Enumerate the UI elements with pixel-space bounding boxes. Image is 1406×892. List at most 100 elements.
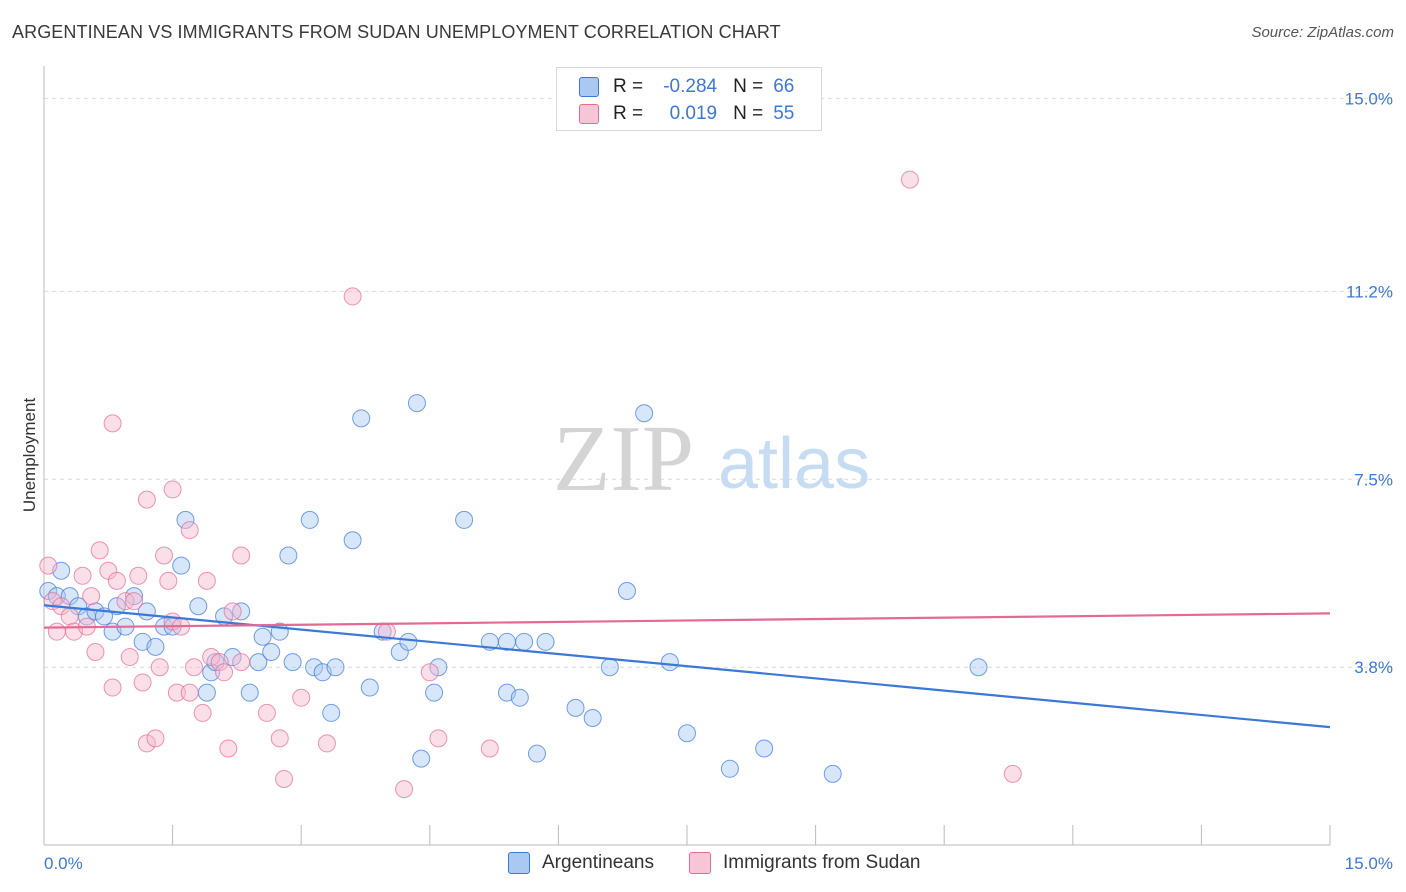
argentinean-point (823, 764, 842, 783)
argentinean-point (360, 678, 379, 697)
legend-n-label: N = (733, 103, 764, 124)
argentinean-point (300, 510, 319, 529)
argentinean-point (146, 637, 165, 656)
y-tick-label: 11.2% (1346, 282, 1393, 301)
argentinean-point (283, 653, 302, 672)
series-swatch-blue (508, 852, 530, 874)
legend-r-label: R = (613, 76, 644, 97)
legend-r-value: -0.284 (663, 76, 718, 97)
sudan-point (275, 769, 294, 788)
sudan-point (1003, 764, 1022, 783)
stats-legend: R = -0.284 N = 66 R = 0.019 N = 55 (556, 67, 822, 131)
legend-swatch-blue (579, 77, 599, 97)
y-tick-labels: 15.0% 11.2% 7.5% 3.8% (1345, 89, 1393, 677)
series-legend-argentineans[interactable]: Argentineans (508, 852, 654, 874)
argentinean-point (660, 653, 679, 672)
argentinean-point (197, 683, 216, 702)
argentinean-point (720, 759, 739, 778)
legend-swatch-pink (579, 104, 599, 124)
sudan-point (129, 566, 148, 585)
axes (43, 66, 1331, 846)
legend-row-argentineans: R = -0.284 N = 66 (579, 76, 794, 98)
series-legend-label: Immigrants from Sudan (723, 852, 921, 873)
argentinean-point (566, 698, 585, 717)
series-legend-sudan[interactable]: Immigrants from Sudan (689, 852, 920, 874)
argentinean-point (412, 749, 431, 768)
sudan-point (137, 734, 156, 753)
sudan-point (223, 602, 242, 621)
argentinean-point (527, 744, 546, 763)
argentinean-point (240, 683, 259, 702)
series-legend-label: Argentineans (542, 852, 654, 873)
sudan-point (150, 658, 169, 677)
x-tick-label: 0.0% (44, 854, 83, 873)
sudan-point (90, 541, 109, 560)
sudan-point (395, 780, 414, 799)
sudan-point (103, 414, 122, 433)
sudan-point (133, 673, 152, 692)
argentinean-point (172, 556, 191, 575)
legend-row-sudan: R = 0.019 N = 55 (579, 103, 794, 125)
sudan-point (210, 653, 229, 672)
sudan-point (137, 490, 156, 509)
argentinean-point (455, 510, 474, 529)
argentinean-point (343, 531, 362, 550)
series-swatch-pink (689, 852, 711, 874)
sudan-point (215, 663, 234, 682)
sudan-point (185, 658, 204, 677)
sudan-point (180, 521, 199, 540)
trend-lines (43, 604, 1331, 729)
argentinean-point (969, 658, 988, 677)
argentinean-point (407, 394, 426, 413)
argentinean-point (326, 658, 345, 677)
sudan-point (155, 546, 174, 565)
watermark: ZIP atlas (553, 407, 870, 511)
sudan-point (125, 592, 144, 611)
argentinean-point (536, 632, 555, 651)
sudan-point (420, 663, 439, 682)
argentinean-point (322, 703, 341, 722)
sudan-point (120, 648, 139, 667)
argentinean-point (515, 632, 534, 651)
sudan-point (343, 287, 362, 306)
argentinean-point (279, 546, 298, 565)
y-tick-label: 15.0% (1345, 89, 1393, 108)
x-tick-label: 15.0% (1345, 854, 1393, 873)
argentinean-point (262, 642, 281, 661)
y-tick-label: 7.5% (1354, 470, 1393, 489)
watermark-atlas: atlas (718, 424, 870, 504)
y-axis-label: Unemployment (20, 398, 39, 513)
argentinean-point (189, 597, 208, 616)
argentinean-point (617, 582, 636, 601)
legend-r-value: 0.019 (669, 103, 718, 124)
legend-n-label: N = (733, 76, 764, 97)
chart-title: ARGENTINEAN VS IMMIGRANTS FROM SUDAN UNE… (12, 22, 781, 42)
legend-n-value: 66 (773, 76, 795, 97)
argentinean-point (678, 724, 696, 743)
sudan-point (232, 546, 251, 565)
legend-n-value: 55 (773, 103, 795, 124)
argentinean-point (352, 409, 371, 428)
argentinean-point (399, 632, 418, 651)
series-legend: Argentineans Immigrants from Sudan (0, 852, 1406, 876)
sudan-trend-line (43, 612, 1331, 629)
sudan-point (159, 571, 178, 590)
sudan-point (107, 571, 126, 590)
data-points (39, 170, 1022, 799)
sudan-point (197, 571, 216, 590)
argentinean-point (755, 739, 774, 758)
sudan-point (257, 703, 276, 722)
argentinean-point (510, 688, 529, 707)
argentinean-point (429, 658, 448, 677)
sudan-point (167, 683, 186, 702)
argentinean-point (39, 582, 58, 601)
argentinean-point (253, 627, 272, 646)
watermark-zip: ZIP (553, 407, 694, 511)
sudan-point (103, 678, 122, 697)
sudan-point (86, 642, 105, 661)
argentinean-point (583, 709, 602, 728)
sudan-point (429, 729, 448, 748)
sudan-point (47, 622, 66, 641)
sudan-point (900, 170, 919, 189)
